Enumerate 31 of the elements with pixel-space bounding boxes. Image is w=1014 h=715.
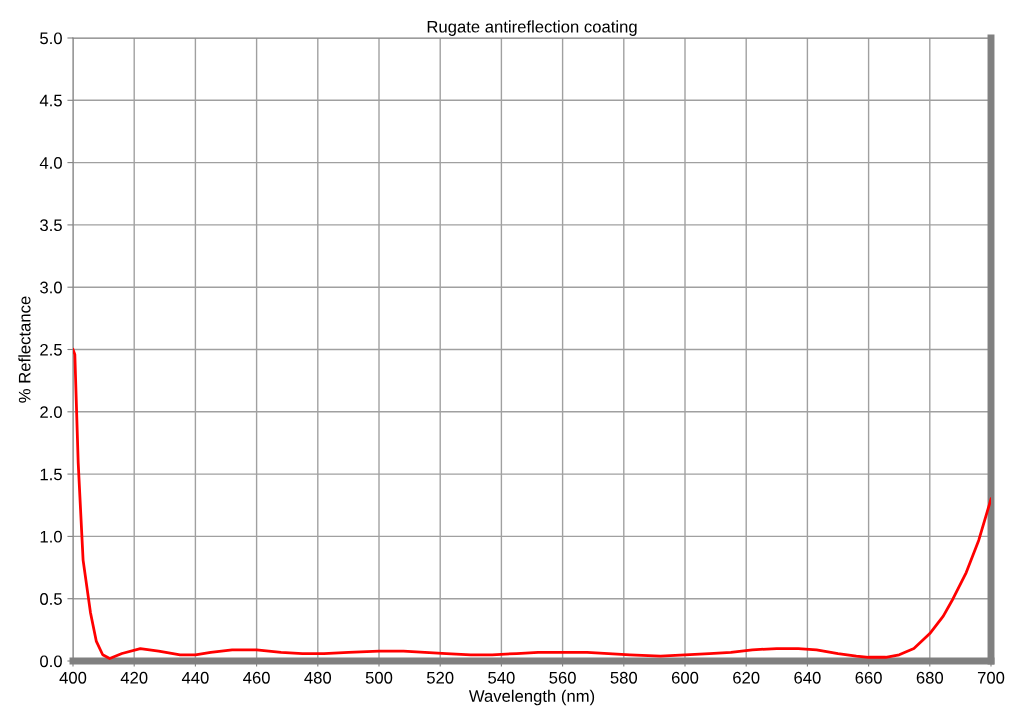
x-tick-label: 640: [794, 671, 821, 684]
y-tick-label: 2.0: [40, 406, 62, 418]
x-tick-label: 420: [120, 671, 148, 684]
y-tick-label: 4.5: [39, 94, 62, 107]
x-tick-label: 400: [59, 671, 87, 684]
x-tick-label: 460: [243, 671, 270, 684]
y-tick-label: 5.0: [40, 32, 62, 45]
x-tick-label: 680: [916, 671, 944, 684]
chart-title: Rugate antireflection coating: [427, 20, 637, 36]
y-tick-label: 2.5: [40, 343, 62, 356]
y-tick-label: 0.0: [40, 655, 62, 668]
line-series: [73, 348, 991, 660]
y-tick-label: 0.5: [40, 593, 62, 605]
x-tick-label: 700: [977, 671, 1005, 684]
x-tick-label: 600: [671, 671, 699, 684]
x-tick-label: 500: [365, 671, 393, 684]
x-tick-label: 560: [549, 671, 576, 684]
y-tick-label: 1.5: [40, 468, 62, 481]
y-tick-label: 3.5: [40, 219, 62, 232]
y-tick-label: 4.0: [39, 157, 62, 169]
x-tick-label: 520: [426, 671, 454, 684]
x-axis-title: Wavelength (nm): [468, 689, 595, 706]
y-axis-title: % Reflectance: [18, 296, 31, 403]
y-tick-label: 1.0: [40, 530, 62, 543]
x-tick-label: 660: [855, 671, 882, 684]
x-tick-label: 440: [181, 671, 209, 684]
x-tick-label: 540: [488, 671, 515, 684]
x-tick-label: 620: [733, 671, 760, 684]
x-tick-label: 480: [304, 671, 332, 684]
x-tick-label: 580: [610, 671, 638, 684]
y-tick-label: 3.0: [40, 281, 62, 294]
